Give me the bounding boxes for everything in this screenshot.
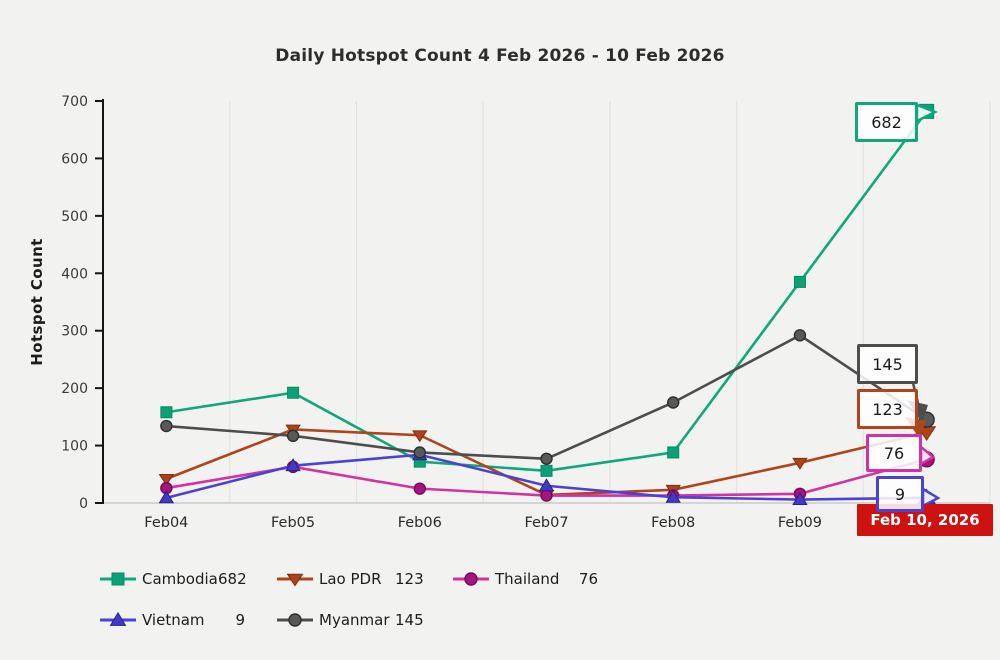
legend-item-thailand[interactable]: Thailand 76: [453, 570, 598, 588]
legend-marker-thailand-icon: [453, 572, 489, 586]
svg-text:0: 0: [79, 496, 88, 512]
svg-text:Feb04: Feb04: [144, 515, 188, 531]
legend-value-laopdr: 123: [395, 570, 424, 588]
svg-text:Feb09: Feb09: [778, 515, 822, 531]
svg-text:200: 200: [61, 381, 88, 397]
data-label-myanmar: 145: [857, 344, 918, 384]
chart-title: Daily Hotspot Count 4 Feb 2026 - 10 Feb …: [275, 46, 725, 66]
svg-text:300: 300: [61, 324, 88, 340]
svg-text:Feb08: Feb08: [651, 515, 695, 531]
legend-label-vietnam: Vietnam: [142, 611, 205, 629]
data-label-laopdr: 123: [857, 389, 918, 429]
svg-text:400: 400: [61, 266, 88, 282]
legend-item-cambodia[interactable]: Cambodia 682: [100, 570, 247, 588]
legend-marker-myanmar-icon: [277, 613, 313, 627]
data-label-cambodia: 682: [855, 102, 918, 142]
data-label-laopdr-value: 123: [872, 399, 903, 419]
data-label-thailand-value: 76: [883, 443, 905, 463]
legend-item-myanmar[interactable]: Myanmar 145: [277, 611, 424, 629]
legend-value-vietnam: 9: [235, 611, 245, 629]
legend-label-thailand: Thailand: [495, 570, 560, 588]
data-label-myanmar-value: 145: [872, 354, 903, 374]
legend-item-laopdr[interactable]: Lao PDR 123: [277, 570, 424, 588]
legend-value-myanmar: 145: [395, 611, 424, 629]
legend-value-cambodia: 682: [218, 570, 247, 588]
legend-marker-vietnam-icon: [100, 611, 136, 626]
legend-marker-laopdr-icon: [277, 573, 313, 587]
svg-text:700: 700: [61, 94, 88, 110]
data-label-cambodia-value: 682: [871, 112, 902, 132]
legend-value-thailand: 76: [578, 570, 598, 588]
legend-marker-cambodia-icon: [100, 572, 136, 586]
legend-label-laopdr: Lao PDR: [319, 570, 382, 588]
svg-text:Feb07: Feb07: [524, 515, 568, 531]
svg-text:500: 500: [61, 209, 88, 225]
legend-label-cambodia: Cambodia: [142, 570, 218, 588]
legend-item-vietnam[interactable]: Vietnam 9: [100, 611, 245, 629]
svg-text:100: 100: [61, 439, 88, 455]
svg-text:Feb06: Feb06: [398, 515, 442, 531]
svg-text:600: 600: [61, 151, 88, 167]
legend-label-myanmar: Myanmar: [319, 611, 390, 629]
data-label-thailand: 76: [866, 434, 922, 472]
selected-date-box[interactable]: Feb 10, 2026: [857, 504, 993, 536]
data-label-vietnam: 9: [876, 476, 924, 512]
svg-text:Feb05: Feb05: [271, 515, 315, 531]
data-label-vietnam-value: 9: [894, 484, 906, 504]
